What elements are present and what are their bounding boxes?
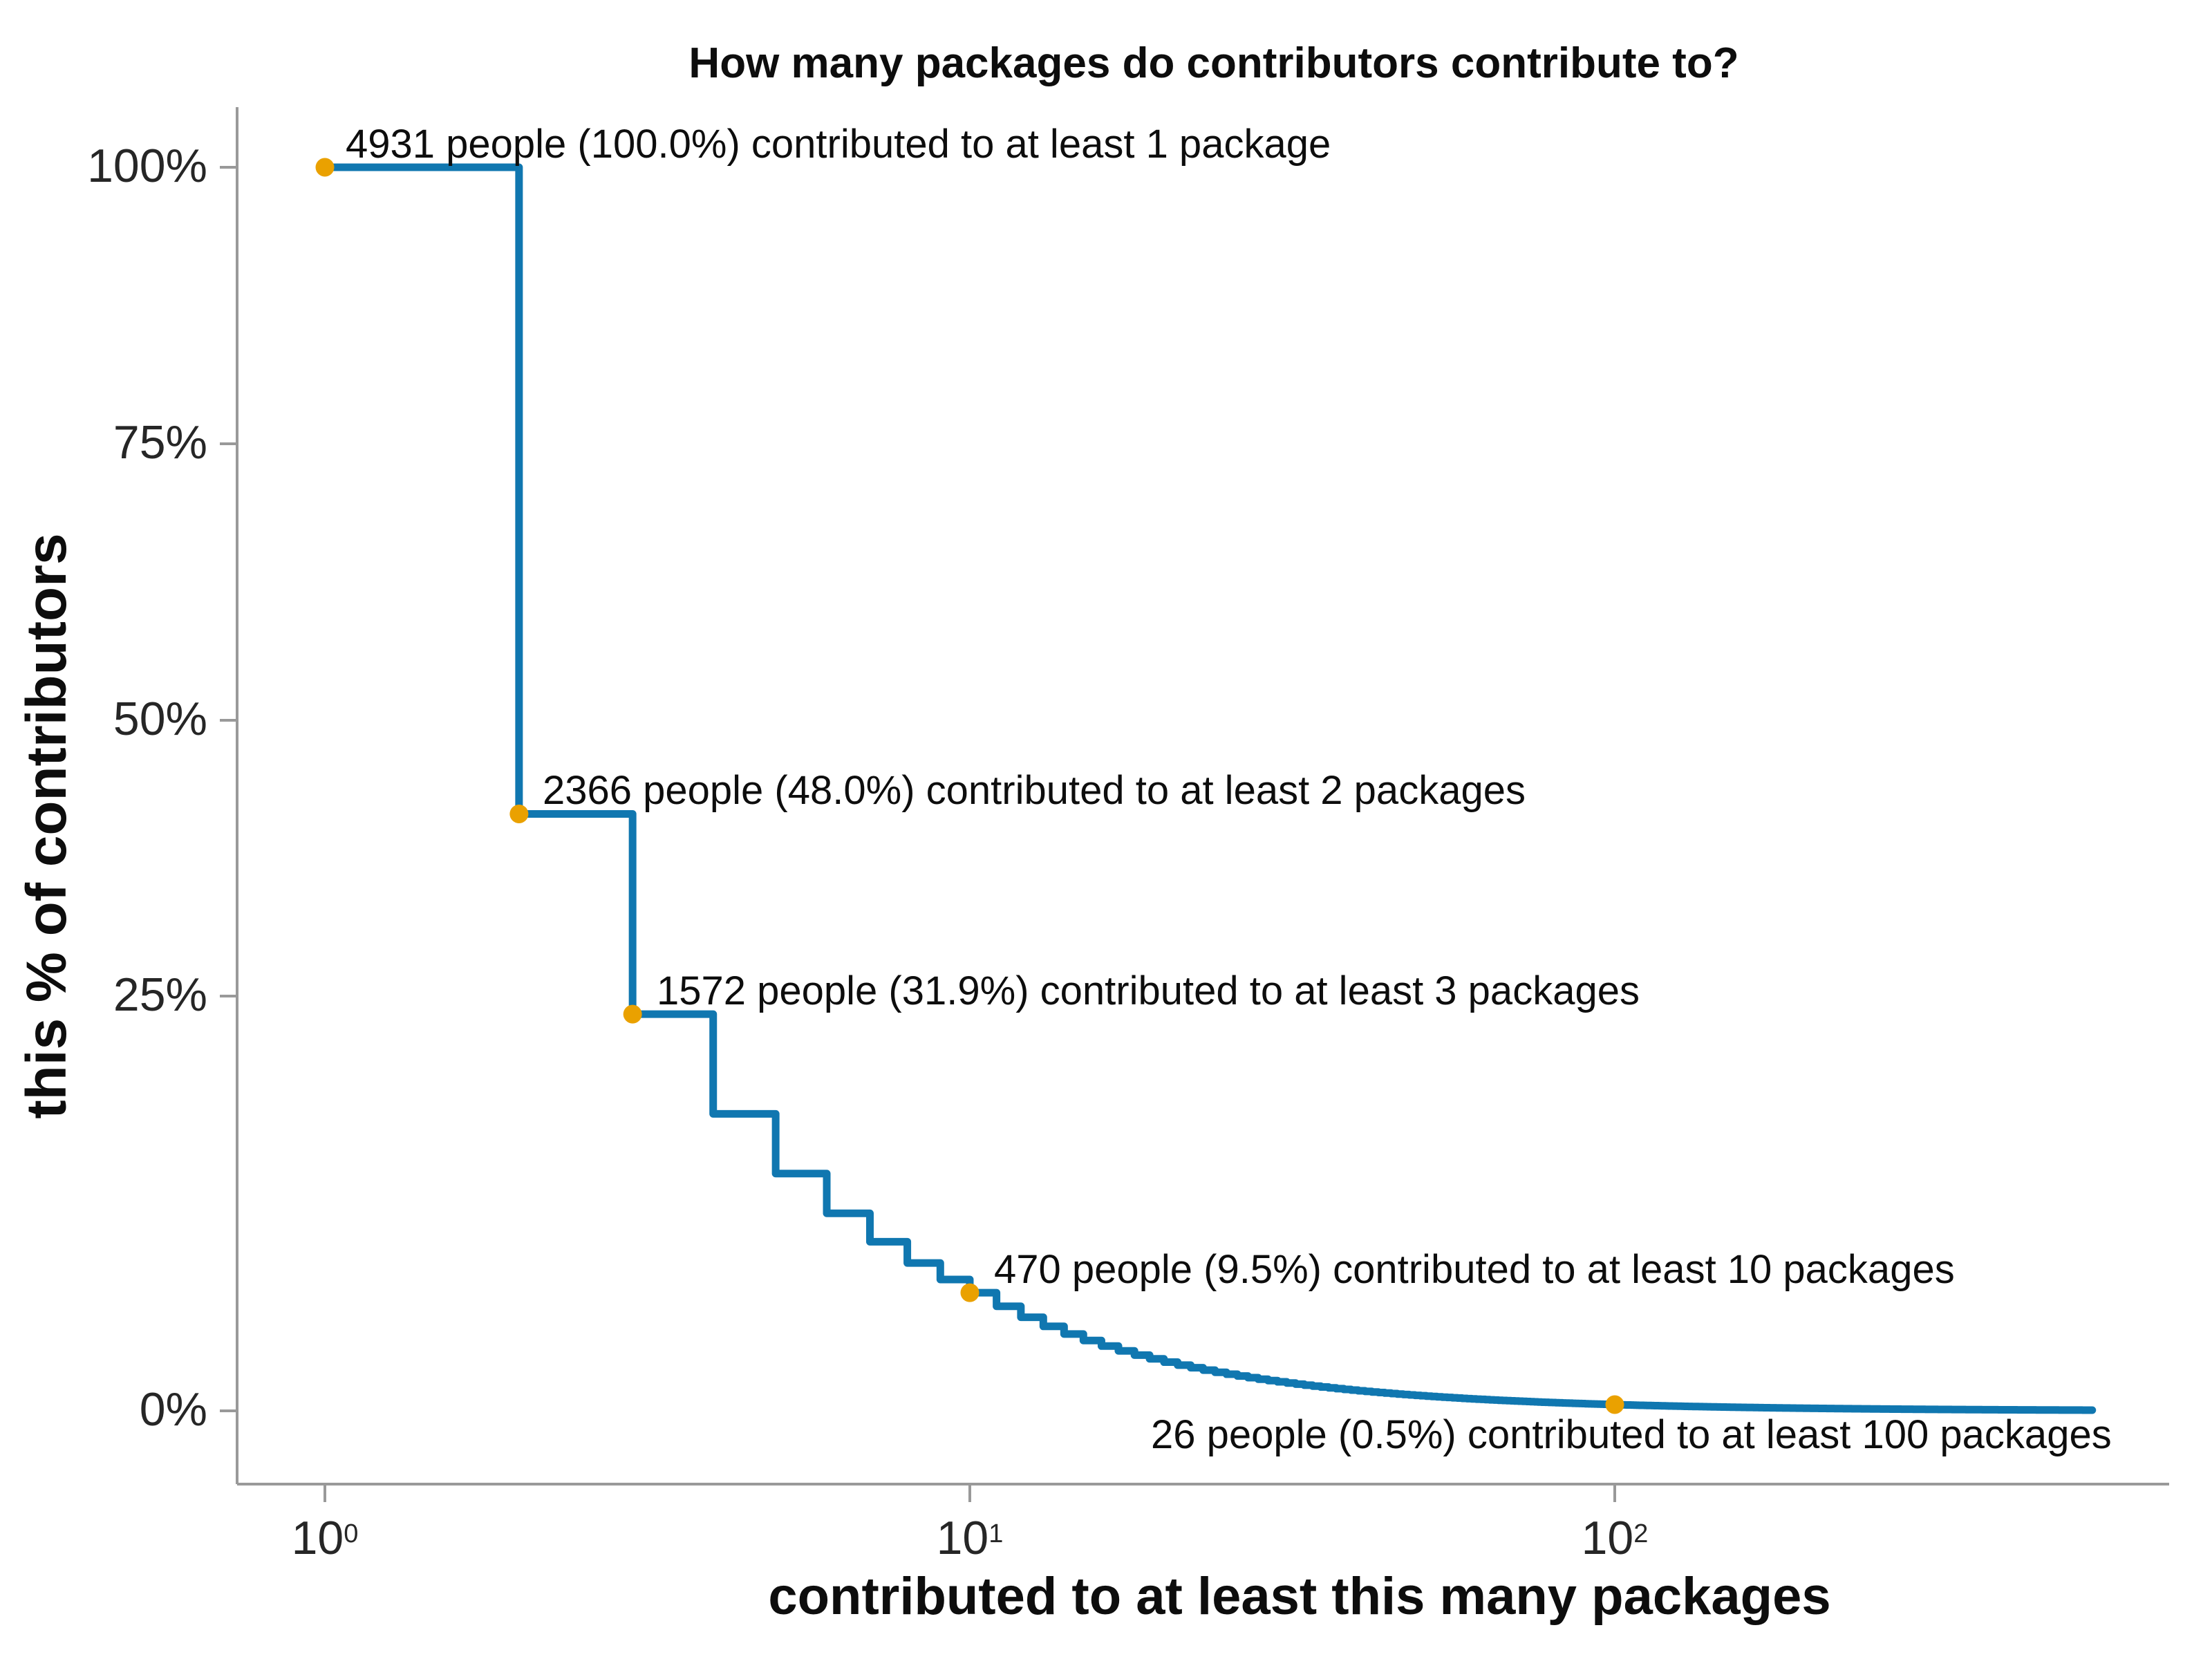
svg-text:50%: 50%: [113, 693, 207, 745]
svg-text:contributed to at least this m: contributed to at least this many packag…: [768, 1567, 1830, 1626]
svg-text:this % of contributors: this % of contributors: [15, 533, 78, 1118]
svg-text:2366 people (48.0%) contribute: 2366 people (48.0%) contributed to at le…: [543, 768, 1526, 813]
svg-text:26 people (0.5%) contributed t: 26 people (0.5%) contributed to at least…: [1151, 1412, 2112, 1457]
svg-text:4931 people (100.0%) contribut: 4931 people (100.0%) contributed to at l…: [346, 122, 1331, 167]
svg-text:75%: 75%: [113, 416, 207, 469]
svg-text:100%: 100%: [87, 140, 207, 192]
svg-text:1572 people (31.9%) contribute: 1572 people (31.9%) contributed to at le…: [657, 968, 1640, 1013]
svg-text:0%: 0%: [140, 1383, 207, 1436]
svg-text:470 people (9.5%) contributed: 470 people (9.5%) contributed to at leas…: [994, 1247, 1955, 1292]
svg-text:25%: 25%: [113, 968, 207, 1021]
svg-text:How many packages do contribut: How many packages do contributors contri…: [688, 39, 1738, 87]
